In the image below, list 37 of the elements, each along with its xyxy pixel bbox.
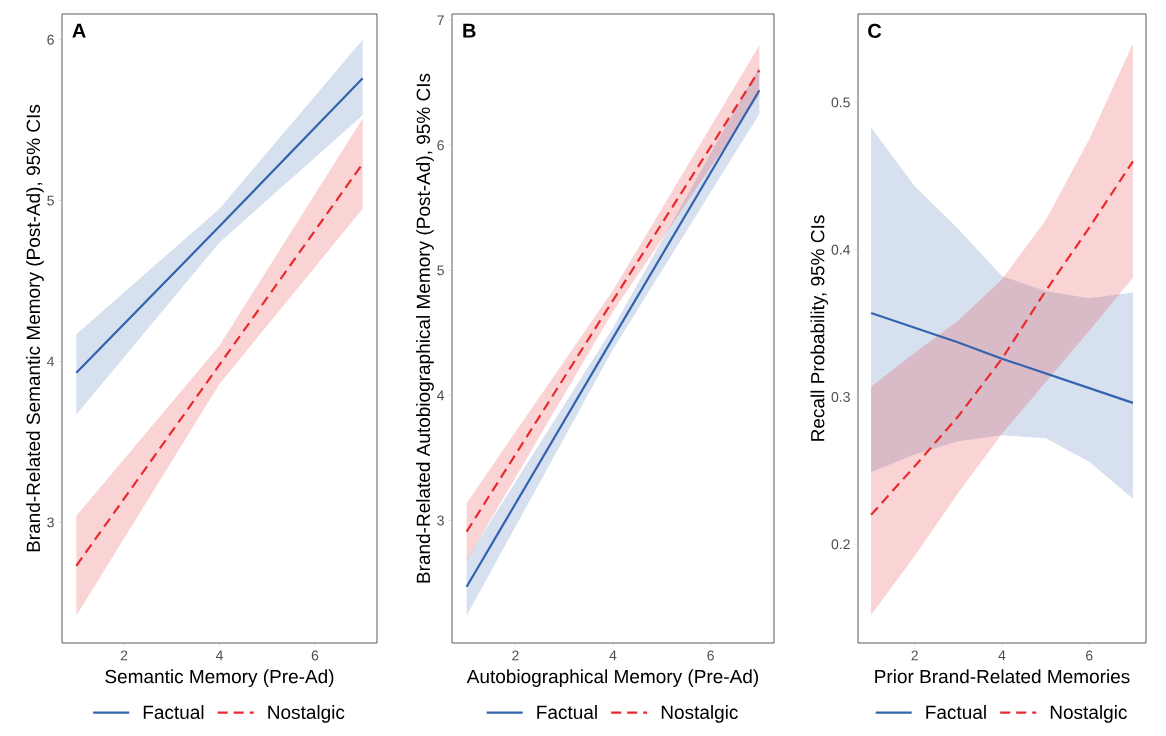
y-tick-label: 3 <box>437 515 444 526</box>
chart-title: C <box>868 23 882 38</box>
x-tick-label: 4 <box>998 650 1006 661</box>
x-axis-title: Autobiographical Memory (Pre-Ad) <box>466 669 759 688</box>
y-tick-label: 0.5 <box>831 97 850 108</box>
x-tick-label: 2 <box>120 650 128 661</box>
legend-label: Factual <box>143 705 204 720</box>
y-tick-label: 7 <box>437 15 444 26</box>
y-tick-label: 4 <box>437 390 445 401</box>
y-tick-label: 0.3 <box>831 392 850 402</box>
x-axis-title: Semantic Memory (Pre-Ad) <box>105 669 334 688</box>
y-tick-label: 5 <box>47 195 54 206</box>
legend-label: Nostalgic <box>1050 705 1127 723</box>
x-tick-label: 6 <box>311 650 319 661</box>
x-tick-label: 4 <box>609 650 617 661</box>
y-axis-title: Brand-Related Semantic Memory (Post-Ad), 95% CIs <box>26 104 44 552</box>
x-tick-label: 4 <box>215 650 223 661</box>
y-tick-label: 4 <box>47 356 55 367</box>
chart-title: B <box>463 23 476 38</box>
legend-label: Nostalgic <box>661 705 738 723</box>
y-axis-title: Brand-Related Autobiographical Memory (Post-Ad), 95% CIs <box>416 73 434 583</box>
x-tick-label: 6 <box>1086 650 1093 661</box>
chart-title: A <box>72 23 86 38</box>
y-tick-label: 6 <box>47 34 54 45</box>
y-tick-label: 0.4 <box>831 244 851 255</box>
legend-label: Nostalgic <box>268 705 345 723</box>
x-tick-label: 6 <box>707 650 714 661</box>
x-tick-label: 2 <box>512 650 519 661</box>
y-tick-label: 0.2 <box>831 539 850 550</box>
legend-label: Factual <box>537 705 597 720</box>
x-axis-title: Prior Brand-Related Memories <box>875 669 1130 684</box>
legend-label: Factual <box>926 705 986 720</box>
x-tick-label: 2 <box>911 650 918 661</box>
y-tick-label: 3 <box>47 517 54 528</box>
y-tick-label: 5 <box>437 265 444 276</box>
y-tick-label: 6 <box>437 140 444 151</box>
y-axis-title: Recall Probability, 95% CIs <box>810 215 829 441</box>
